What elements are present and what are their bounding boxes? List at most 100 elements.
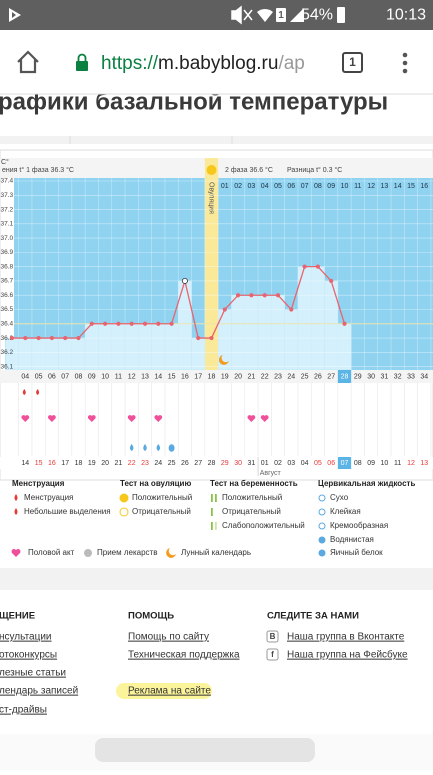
temperature-point — [103, 321, 108, 326]
temperature-point — [129, 321, 134, 326]
intercourse-icon — [47, 415, 56, 422]
temperature-point — [289, 307, 294, 312]
cycle-day: 20 — [234, 373, 242, 380]
intercourse-icon — [247, 415, 256, 422]
footer-link[interactable]: отоконкурсы — [0, 650, 57, 661]
cycle-day: 25 — [301, 373, 309, 380]
phase2-day: 01 — [221, 183, 229, 190]
cycle-day: 10 — [101, 373, 109, 380]
calendar-date: 24 — [154, 460, 162, 467]
url-field[interactable] — [60, 42, 328, 84]
cycle-day: 28 — [341, 373, 349, 380]
calendar-date: 26 — [181, 460, 189, 467]
calendar-date: 01 — [261, 460, 269, 467]
mute-icon — [231, 5, 253, 25]
cycle-day: 16 — [181, 373, 189, 380]
footer-link[interactable]: лезные статьи — [0, 668, 66, 679]
url-scheme: https:// — [101, 53, 159, 74]
calendar-date: 21 — [115, 460, 123, 467]
legend-icon — [14, 494, 18, 501]
signal-icon — [290, 8, 304, 22]
legend-item: Сухо — [330, 493, 349, 502]
temperature-point — [116, 321, 121, 326]
phase2-day: 13 — [381, 183, 389, 190]
temperature-point — [209, 335, 214, 341]
calendar-date: 09 — [367, 460, 375, 467]
legend-item: Небольшие выделения — [24, 507, 111, 516]
bbt-chart: Овуляция С°ения t° 1 фаза 36.3 °C 2 фаза 3… — [0, 149, 433, 481]
temperature-bar — [111, 323, 126, 371]
ovulation-label: Овуляция — [208, 182, 215, 214]
heading-rule — [0, 136, 433, 144]
cycle-day: 24 — [287, 373, 295, 380]
legend-item: Яичный белок — [330, 548, 383, 557]
footer-link[interactable]: лендарь записей — [0, 686, 78, 697]
footer-link[interactable]: ст-драйвы — [0, 705, 47, 716]
temperature-bar — [18, 337, 33, 371]
footer-link[interactable]: Наша группа в Вконтакте — [287, 632, 405, 643]
calendar-date: 27 — [194, 460, 202, 467]
y-tick-label: 36.6 — [1, 292, 14, 299]
calendar-date: 12 — [407, 460, 415, 467]
current-date — [337, 457, 352, 469]
clock: 10:13 — [386, 7, 426, 24]
temperature-bar — [45, 337, 59, 371]
month-label: Август — [260, 470, 282, 477]
watery-icon — [143, 444, 147, 451]
temperature-point — [89, 321, 94, 326]
footer-link[interactable]: Наша группа на Фейсбуке — [287, 649, 408, 661]
cycle-row — [0, 370, 433, 383]
calendar-date: 13 — [420, 460, 428, 467]
social-icon: f — [271, 650, 274, 659]
legend-item: Положительный — [222, 493, 282, 502]
temperature-point — [142, 321, 148, 326]
phase2-day: 10 — [341, 183, 349, 190]
legend: Менструация Менструация Небольшие выделени… — [11, 479, 415, 558]
cycle-day: 30 — [367, 373, 375, 380]
temperature-point — [329, 278, 334, 284]
y-tick-label: 36.7 — [1, 278, 14, 285]
lock-icon — [76, 61, 88, 71]
legend-item: Лунный календарь — [181, 548, 251, 557]
calendar-date: 25 — [168, 460, 176, 467]
y-tick-label: 36.9 — [1, 249, 14, 256]
y-tick-label: 37.2 — [1, 206, 14, 213]
legend-item: Положительный — [132, 493, 192, 502]
phase2-day: 15 — [407, 183, 415, 190]
footer-link[interactable]: Помощь по сайту — [128, 632, 209, 643]
calendar-date: 04 — [301, 460, 309, 467]
calendar-date: 14 — [21, 460, 29, 467]
temperature-bar — [284, 309, 299, 371]
phase2-day: 12 — [367, 183, 375, 190]
legend-title: Тест на беременность — [210, 479, 298, 488]
calendar-date: 08 — [354, 460, 362, 467]
temperature-bar — [71, 337, 86, 371]
tabs-button[interactable] — [342, 52, 363, 73]
cycle-day: 21 — [248, 373, 256, 380]
cycle-day: 33 — [407, 373, 415, 380]
legend-icon — [211, 522, 213, 530]
home-button[interactable] — [17, 50, 39, 74]
legend-item: Слабоположительный — [222, 521, 305, 530]
phase1-label: ения t° 1 фаза 36.3 °C — [2, 166, 74, 174]
phase2-day: 14 — [394, 183, 402, 190]
cycle-day: 27 — [327, 373, 335, 380]
ovulation-column — [204, 158, 219, 370]
legend-icon — [211, 494, 213, 502]
cycle-day: 15 — [168, 373, 176, 380]
legend-item: Прием лекарств — [97, 548, 157, 557]
y-tick-label: 36.4 — [1, 320, 14, 327]
legend-title: Цервикальная жидкость — [318, 479, 415, 488]
watery-icon — [156, 444, 161, 451]
wifi-icon — [257, 8, 273, 22]
calendar-date: 02 — [274, 460, 282, 467]
temperature-point — [249, 293, 254, 298]
temperature-point — [236, 293, 241, 298]
calendar-date: 19 — [88, 460, 96, 467]
footer-link[interactable]: нсультации — [0, 632, 52, 643]
footer-link[interactable]: Реклама на сайте — [128, 686, 211, 697]
menu-button[interactable] — [402, 52, 408, 74]
calendar-date: 20 — [101, 460, 109, 467]
phase2-day: 09 — [327, 183, 335, 190]
footer-link[interactable]: Техническая поддержка — [128, 650, 240, 661]
